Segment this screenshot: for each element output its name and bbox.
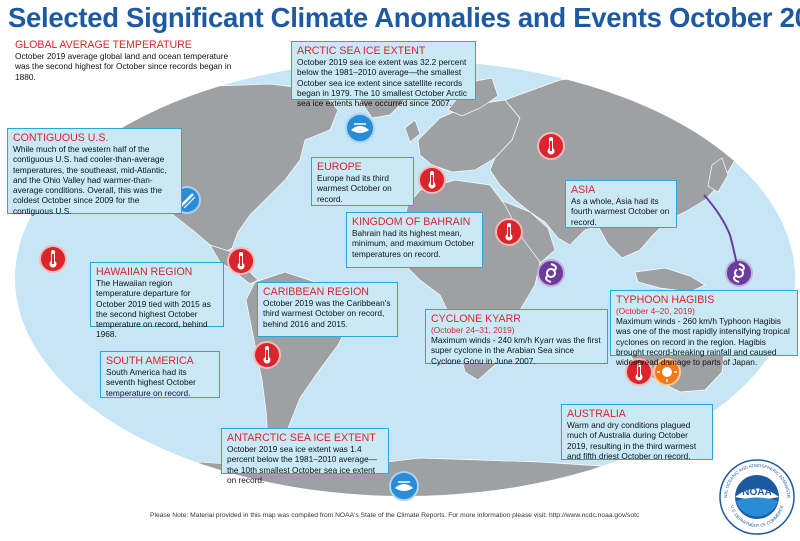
thermometer-warm-icon (537, 132, 565, 160)
noaa-wordmark: NOAA (742, 487, 771, 498)
arctic-box: ARCTIC SEA ICE EXTENT October 2019 sea i… (291, 41, 476, 108)
kyarr-dates: (October 24–31, 2019) (431, 325, 515, 335)
asia-box: ASIA As a whole, Asia had its fourth war… (565, 180, 677, 228)
arctic-text: October 2019 sea ice extent was 32.2 per… (297, 57, 468, 109)
sea-ice-icon (389, 471, 419, 501)
footer-note: Please Note: Material provided in this m… (150, 512, 640, 519)
new-zealand (751, 381, 766, 413)
thermometer-warm-icon (39, 245, 67, 273)
caribbean-heading: CARIBBEAN REGION (263, 286, 369, 298)
kyarr-text: Maximum winds - 240 km/h Kyarr was the f… (431, 335, 601, 366)
south-america-heading: SOUTH AMERICA (106, 355, 194, 367)
south-america-text: South America had its seventh highest Oc… (106, 367, 196, 398)
dry-sun-icon (653, 358, 681, 386)
bahrain-box: KINGDOM OF BAHRAIN Bahrain had its highe… (346, 212, 483, 268)
south-america-box: SOUTH AMERICA South America had its seve… (100, 351, 220, 398)
antarctic-heading: ANTARCTIC SEA ICE EXTENT (227, 432, 376, 444)
hagibis-box: TYPHOON HAGIBIS (October 4–20, 2019) Max… (610, 290, 798, 367)
cyclone-icon (725, 259, 753, 287)
arctic-heading: ARCTIC SEA ICE EXTENT (297, 45, 426, 57)
contiguous-heading: CONTIGUOUS U.S. (13, 132, 109, 144)
typhoon-track (703, 194, 739, 270)
thermometer-warm-icon (418, 166, 446, 194)
europe-heading: EUROPE (317, 161, 362, 173)
cyclone-icon (537, 259, 565, 287)
japan (707, 157, 729, 193)
noaa-logo: NATIONAL OCEANIC AND ATMOSPHERIC ADMINIS… (718, 458, 795, 535)
hawaii-box: HAWAIIAN REGION The Hawaiian region temp… (90, 262, 224, 339)
europe-box: EUROPE Europe had its third warmest Octo… (311, 157, 414, 206)
contiguous-text: While much of the western half of the co… (13, 144, 167, 216)
global-heading: GLOBAL AVERAGE TEMPERATURE (15, 39, 192, 51)
thermometer-warm-icon (625, 358, 653, 386)
thermometer-warm-icon (495, 218, 523, 246)
australia-heading: AUSTRALIA (567, 408, 626, 420)
caribbean-box: CARIBBEAN REGION October 2019 was the Ca… (257, 282, 398, 337)
page-title: Selected Significant Climate Anomalies a… (8, 2, 800, 33)
sea-ice-icon (345, 113, 375, 143)
kyarr-heading: CYCLONE KYARR (431, 313, 521, 325)
europe-text: Europe had its third warmest October on … (317, 173, 392, 204)
antarctic-text: October 2019 sea ice extent was 1.4 perc… (227, 444, 377, 485)
bahrain-text: Bahrain had its highest mean, minimum, a… (352, 228, 475, 259)
hagibis-text: Maximum winds - 260 km/h Typhoon Hagibis… (616, 316, 790, 368)
asia-heading: ASIA (571, 184, 596, 196)
kyarr-box: CYCLONE KYARR (October 24–31, 2019) Maxi… (425, 309, 608, 366)
united-kingdom (404, 119, 421, 143)
hawaii-text: The Hawaiian region temperature departur… (96, 278, 211, 340)
bahrain-heading: KINGDOM OF BAHRAIN (352, 216, 471, 228)
global-text: October 2019 average global land and oce… (15, 51, 232, 82)
hawaii-heading: HAWAIIAN REGION (96, 266, 193, 278)
global-temperature-note: GLOBAL AVERAGE TEMPERATURE October 2019 … (15, 39, 245, 82)
caribbean-text: October 2019 was the Caribbean's third w… (263, 298, 391, 329)
hagibis-heading: TYPHOON HAGIBIS (616, 294, 715, 306)
contiguous-us-box: CONTIGUOUS U.S. While much of the wester… (7, 128, 182, 216)
australia-text: Warm and dry conditions plagued much of … (567, 420, 697, 461)
thermometer-warm-icon (253, 341, 281, 369)
antarctic-box: ANTARCTIC SEA ICE EXTENT October 2019 se… (221, 428, 389, 485)
thermometer-warm-icon (227, 247, 255, 275)
australia-box: AUSTRALIA Warm and dry conditions plague… (561, 404, 713, 461)
indonesia (634, 267, 706, 293)
hagibis-dates: (October 4–20, 2019) (616, 306, 695, 316)
asia-text: As a whole, Asia had its fourth warmest … (571, 196, 670, 227)
